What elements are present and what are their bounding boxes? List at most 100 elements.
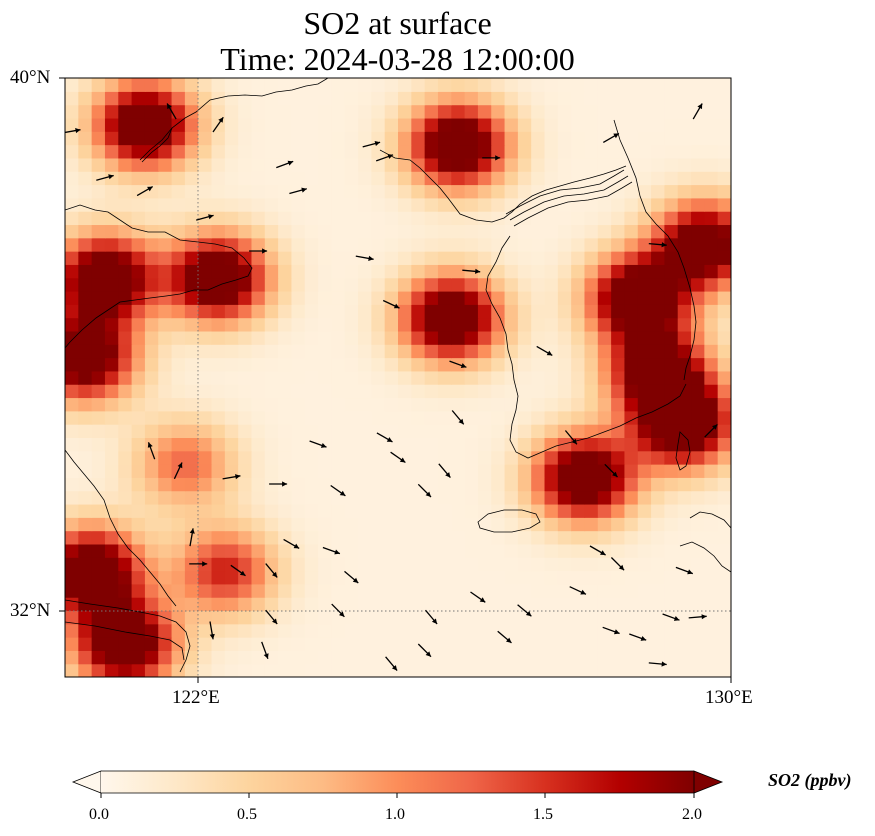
so2-cell bbox=[584, 410, 599, 425]
map-title: SO2 at surface bbox=[303, 5, 492, 41]
so2-cell bbox=[291, 144, 306, 159]
so2-cell bbox=[278, 277, 293, 292]
so2-cell bbox=[65, 583, 79, 598]
so2-cell bbox=[331, 583, 346, 598]
so2-cell bbox=[198, 344, 213, 359]
so2-cell bbox=[251, 557, 266, 572]
so2-cell bbox=[198, 264, 213, 279]
so2-cell bbox=[637, 410, 652, 425]
so2-cell bbox=[424, 543, 439, 558]
so2-cell bbox=[304, 264, 319, 279]
so2-cell bbox=[677, 637, 692, 651]
so2-cell bbox=[171, 304, 186, 319]
so2-cell bbox=[238, 384, 253, 399]
so2-cell bbox=[131, 251, 146, 265]
so2-cell bbox=[304, 410, 319, 425]
so2-cell bbox=[691, 503, 705, 518]
so2-cell bbox=[131, 410, 146, 425]
so2-cell bbox=[358, 637, 372, 651]
so2-cell bbox=[251, 197, 266, 212]
so2-cell bbox=[118, 424, 133, 438]
so2-cell bbox=[211, 144, 226, 159]
so2-cell bbox=[291, 410, 306, 425]
so2-cell bbox=[717, 384, 731, 399]
so2-cell bbox=[544, 650, 559, 665]
so2-cell bbox=[304, 663, 319, 677]
so2-cell bbox=[184, 131, 199, 146]
so2-cell bbox=[211, 530, 226, 545]
so2-cell bbox=[571, 384, 586, 399]
so2-cell bbox=[211, 623, 226, 638]
so2-cell bbox=[344, 290, 359, 305]
so2-cell bbox=[131, 330, 146, 345]
so2-cell bbox=[118, 290, 133, 305]
so2-cell bbox=[398, 583, 412, 598]
so2-cell bbox=[624, 184, 639, 199]
so2-cell bbox=[544, 597, 559, 612]
wind-arrow bbox=[322, 546, 341, 555]
so2-cell bbox=[331, 370, 346, 385]
so2-cell bbox=[411, 104, 426, 119]
so2-cell bbox=[331, 424, 346, 438]
so2-cell bbox=[398, 197, 412, 212]
so2-cell bbox=[584, 197, 599, 212]
so2-cell bbox=[304, 290, 319, 305]
so2-cell bbox=[464, 91, 479, 106]
so2-cell bbox=[224, 91, 239, 106]
wind-arrow bbox=[482, 155, 501, 161]
so2-cell bbox=[384, 637, 399, 651]
so2-cell bbox=[504, 157, 519, 172]
so2-cell bbox=[611, 211, 626, 226]
so2-cell bbox=[504, 91, 519, 106]
so2-cell bbox=[491, 503, 506, 518]
so2-cell bbox=[344, 410, 359, 425]
so2-cell bbox=[424, 357, 439, 372]
wind-vectors bbox=[65, 103, 718, 672]
so2-cell bbox=[291, 357, 306, 372]
so2-cell bbox=[451, 397, 466, 412]
so2-cell bbox=[304, 224, 319, 239]
so2-cell bbox=[651, 623, 665, 638]
so2-cell bbox=[238, 623, 253, 638]
so2-cell bbox=[557, 78, 572, 92]
so2-cell bbox=[358, 184, 372, 199]
so2-cell bbox=[477, 330, 492, 345]
so2-cell bbox=[624, 437, 639, 452]
so2-cell bbox=[664, 384, 679, 399]
so2-cell bbox=[65, 131, 79, 146]
so2-cell bbox=[611, 290, 626, 305]
so2-cell bbox=[597, 384, 612, 399]
so2-cell bbox=[184, 597, 199, 612]
so2-cell bbox=[65, 490, 79, 505]
so2-cell bbox=[597, 317, 612, 332]
so2-cell bbox=[451, 251, 466, 265]
so2-cell bbox=[411, 91, 426, 106]
so2-cell bbox=[384, 344, 399, 359]
so2-cell bbox=[544, 437, 559, 452]
so2-cell bbox=[477, 277, 492, 292]
so2-cell bbox=[371, 623, 386, 638]
so2-cell bbox=[571, 517, 586, 532]
so2-cell bbox=[104, 637, 119, 651]
so2-cell bbox=[424, 237, 439, 252]
so2-cell bbox=[398, 344, 412, 359]
wind-arrow bbox=[376, 432, 393, 443]
so2-cell bbox=[398, 490, 412, 505]
wind-arrow bbox=[355, 255, 374, 261]
so2-cell bbox=[464, 197, 479, 212]
so2-cell bbox=[91, 117, 106, 132]
so2-cell bbox=[464, 131, 479, 146]
so2-cell bbox=[624, 330, 639, 345]
so2-cell bbox=[91, 410, 106, 425]
so2-cell bbox=[411, 237, 426, 252]
so2-cell bbox=[331, 184, 346, 199]
so2-cell bbox=[531, 557, 546, 572]
so2-cell bbox=[264, 384, 279, 399]
so2-cell bbox=[184, 397, 199, 412]
so2-cell bbox=[144, 650, 159, 665]
so2-cell bbox=[557, 224, 572, 239]
so2-cell bbox=[131, 477, 146, 492]
so2-cell bbox=[264, 317, 279, 332]
so2-cell bbox=[611, 623, 626, 638]
so2-cell bbox=[104, 224, 119, 239]
